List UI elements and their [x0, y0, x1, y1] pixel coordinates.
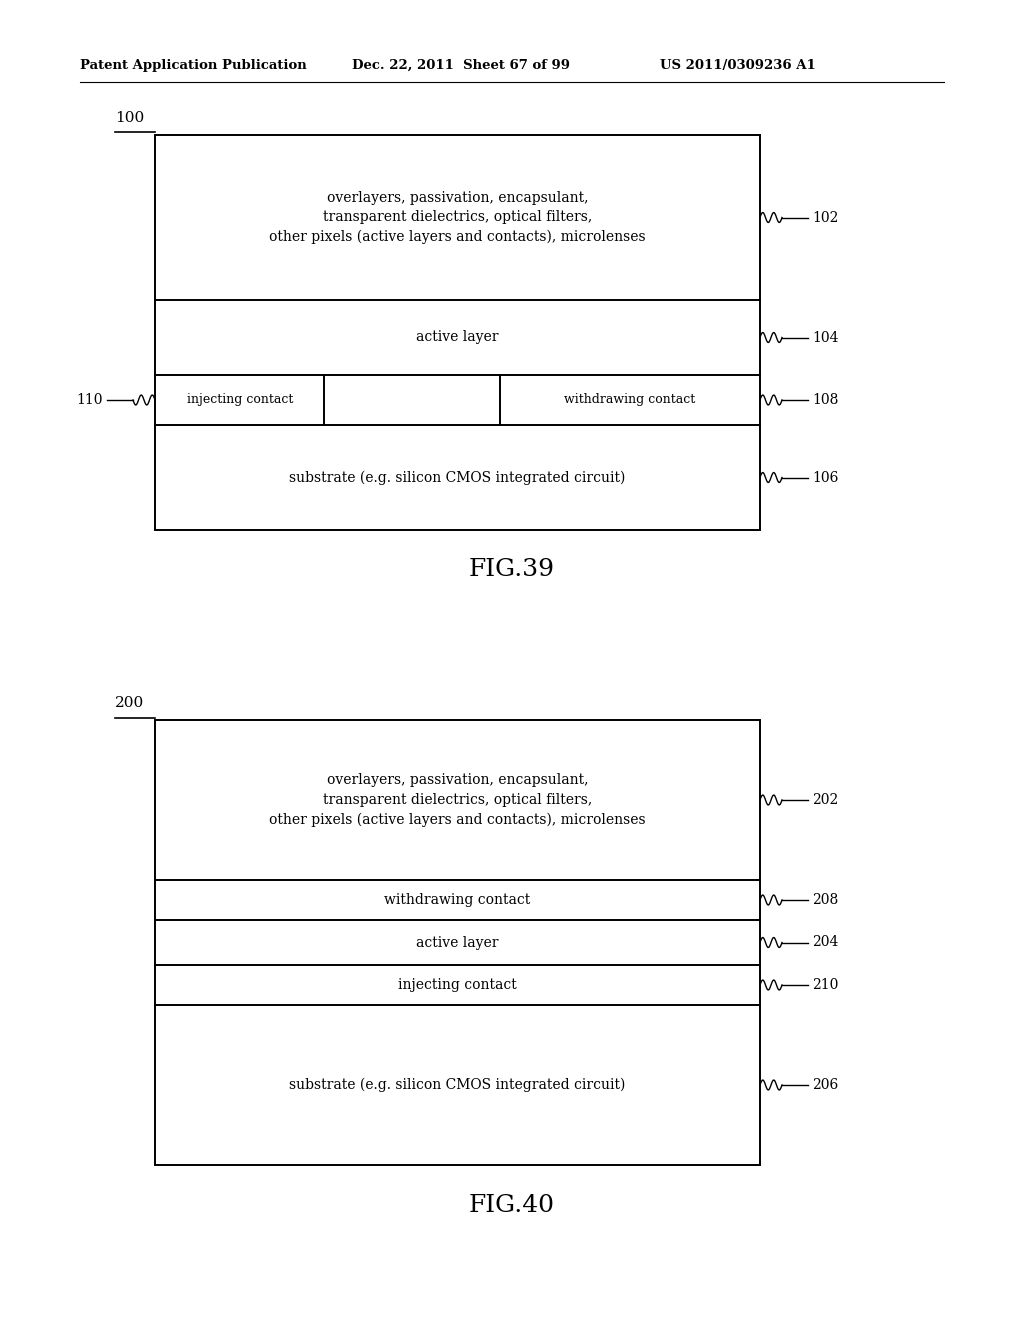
Text: 108: 108 [812, 393, 839, 407]
Text: 204: 204 [812, 936, 839, 949]
Text: FIG.39: FIG.39 [469, 558, 555, 582]
Text: 100: 100 [115, 111, 144, 125]
Text: Dec. 22, 2011  Sheet 67 of 99: Dec. 22, 2011 Sheet 67 of 99 [352, 58, 570, 71]
Text: active layer: active layer [416, 936, 499, 949]
Text: overlayers, passivation, encapsulant,
transparent dielectrics, optical filters,
: overlayers, passivation, encapsulant, tr… [269, 774, 646, 826]
Bar [155, 719, 760, 1166]
Text: 210: 210 [812, 978, 839, 993]
Text: withdrawing contact: withdrawing contact [384, 894, 530, 907]
Text: Patent Application Publication: Patent Application Publication [80, 58, 307, 71]
Text: FIG.40: FIG.40 [469, 1193, 555, 1217]
Text: injecting contact: injecting contact [186, 393, 293, 407]
Text: 102: 102 [812, 210, 839, 224]
Text: 202: 202 [812, 793, 839, 807]
Bar [155, 135, 760, 531]
Text: withdrawing contact: withdrawing contact [564, 393, 695, 407]
Text: 206: 206 [812, 1078, 839, 1092]
Text: 104: 104 [812, 330, 839, 345]
Text: injecting contact: injecting contact [398, 978, 517, 993]
Text: substrate (e.g. silicon CMOS integrated circuit): substrate (e.g. silicon CMOS integrated … [290, 1078, 626, 1092]
Text: active layer: active layer [416, 330, 499, 345]
Text: US 2011/0309236 A1: US 2011/0309236 A1 [660, 58, 816, 71]
Text: substrate (e.g. silicon CMOS integrated circuit): substrate (e.g. silicon CMOS integrated … [290, 470, 626, 484]
Text: 208: 208 [812, 894, 839, 907]
Text: 106: 106 [812, 470, 839, 484]
Text: 110: 110 [77, 393, 103, 407]
Text: 200: 200 [115, 696, 144, 710]
Text: overlayers, passivation, encapsulant,
transparent dielectrics, optical filters,
: overlayers, passivation, encapsulant, tr… [269, 190, 646, 244]
